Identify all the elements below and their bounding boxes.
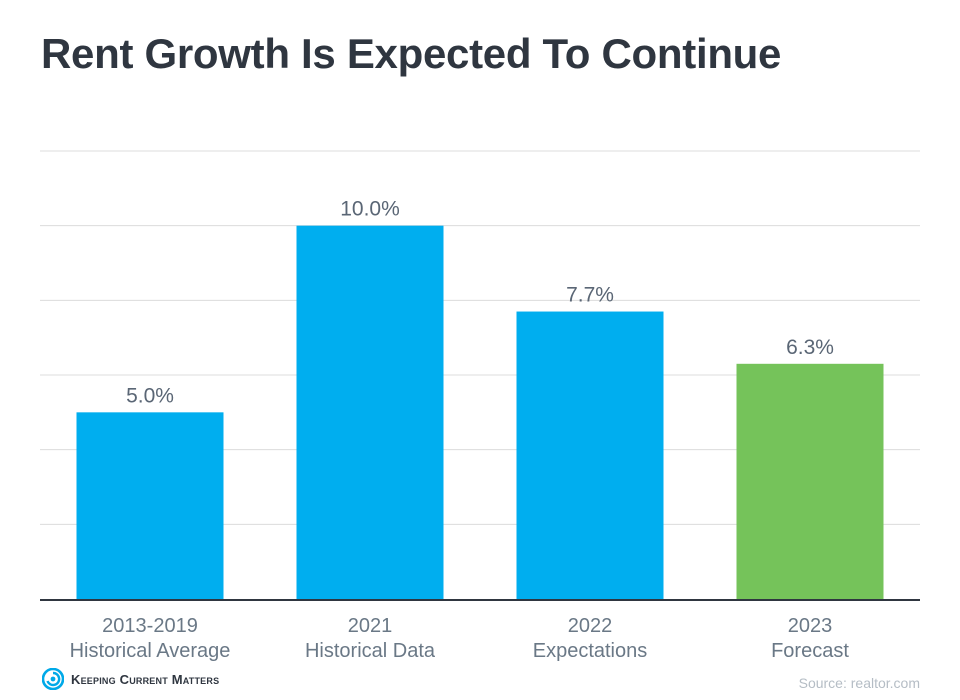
category-labels: 2013-2019 Historical Average 2021 Historica… <box>70 615 850 662</box>
brand-logo: Keeping Current Matters <box>42 668 219 690</box>
category-label-2-line-0: 2022 <box>568 615 613 637</box>
value-label-2: 7.7% <box>566 284 614 307</box>
category-label-0-line-1: Historical Average <box>70 640 231 662</box>
category-label-2-line-1: Expectations <box>533 640 648 662</box>
category-label-0-line-0: 2013-2019 <box>102 615 198 637</box>
bar-3 <box>736 363 884 599</box>
bars <box>76 225 884 599</box>
value-label-1: 10.0% <box>340 198 400 221</box>
bar-0 <box>76 412 224 599</box>
category-label-3-line-0: 2023 <box>788 615 833 637</box>
source-note: Source: realtor.com <box>798 675 920 691</box>
value-label-0: 5.0% <box>126 384 174 407</box>
swirl-logo-icon <box>42 668 64 690</box>
category-label-3-line-1: Forecast <box>771 640 849 662</box>
value-label-3: 6.3% <box>786 336 834 359</box>
value-labels: 5.0% 10.0% 7.7% 6.3% <box>126 198 834 408</box>
category-label-1-line-1: Historical Data <box>305 640 436 662</box>
category-label-1-line-0: 2021 <box>348 615 393 637</box>
bar-2 <box>516 311 664 599</box>
chart-title: Rent Growth Is Expected To Continue <box>41 30 782 77</box>
bar-1 <box>296 225 444 599</box>
brand-name: Keeping Current Matters <box>71 671 220 687</box>
